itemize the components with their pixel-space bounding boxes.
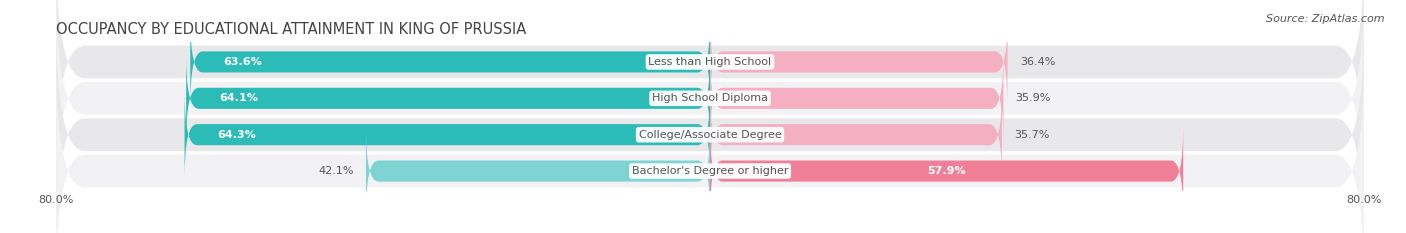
Text: College/Associate Degree: College/Associate Degree	[638, 130, 782, 140]
Text: 57.9%: 57.9%	[928, 166, 966, 176]
Text: 64.3%: 64.3%	[218, 130, 256, 140]
Text: 64.1%: 64.1%	[219, 93, 257, 103]
FancyBboxPatch shape	[56, 0, 1364, 209]
Text: Bachelor's Degree or higher: Bachelor's Degree or higher	[631, 166, 789, 176]
Text: 35.7%: 35.7%	[1014, 130, 1049, 140]
Text: 42.1%: 42.1%	[318, 166, 354, 176]
FancyBboxPatch shape	[366, 127, 710, 215]
FancyBboxPatch shape	[186, 54, 710, 142]
FancyBboxPatch shape	[710, 91, 1002, 179]
Text: High School Diploma: High School Diploma	[652, 93, 768, 103]
Text: 36.4%: 36.4%	[1019, 57, 1054, 67]
Text: 63.6%: 63.6%	[224, 57, 262, 67]
Text: Less than High School: Less than High School	[648, 57, 772, 67]
FancyBboxPatch shape	[190, 18, 710, 106]
FancyBboxPatch shape	[710, 18, 1008, 106]
FancyBboxPatch shape	[710, 127, 1184, 215]
FancyBboxPatch shape	[56, 24, 1364, 233]
FancyBboxPatch shape	[56, 60, 1364, 233]
Text: OCCUPANCY BY EDUCATIONAL ATTAINMENT IN KING OF PRUSSIA: OCCUPANCY BY EDUCATIONAL ATTAINMENT IN K…	[56, 22, 526, 37]
Text: Source: ZipAtlas.com: Source: ZipAtlas.com	[1267, 14, 1385, 24]
FancyBboxPatch shape	[710, 54, 1004, 142]
Text: 35.9%: 35.9%	[1015, 93, 1052, 103]
FancyBboxPatch shape	[184, 91, 710, 179]
FancyBboxPatch shape	[56, 0, 1364, 173]
